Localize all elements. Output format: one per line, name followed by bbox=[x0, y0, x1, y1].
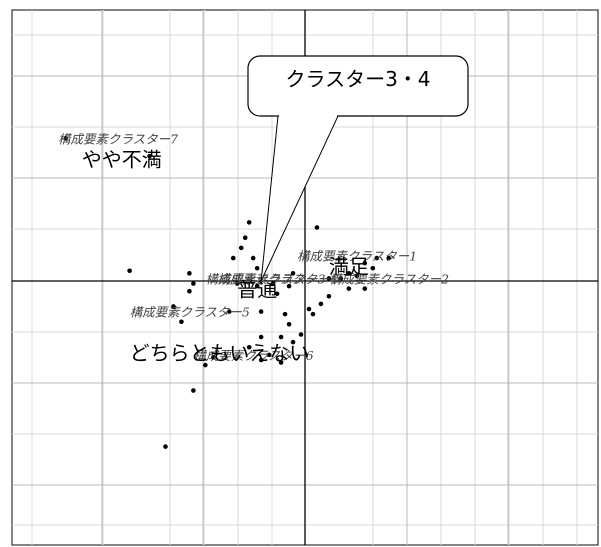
data-point bbox=[314, 225, 320, 230]
region-label: 満足 bbox=[329, 254, 369, 278]
data-point bbox=[274, 291, 280, 297]
callout-bubble: クラスター3・4 bbox=[247, 55, 469, 282]
data-point bbox=[286, 322, 292, 327]
data-point bbox=[290, 271, 296, 276]
data-point bbox=[234, 281, 240, 286]
data-point bbox=[362, 286, 368, 291]
data-point bbox=[191, 388, 196, 393]
data-point bbox=[258, 309, 264, 314]
data-point bbox=[163, 444, 168, 449]
data-point bbox=[127, 268, 132, 274]
data-point bbox=[346, 286, 352, 291]
data-point bbox=[230, 255, 236, 261]
data-point bbox=[286, 283, 292, 289]
data-point bbox=[238, 245, 244, 251]
region-label: どちらともいえない bbox=[130, 341, 310, 365]
data-point bbox=[246, 220, 252, 225]
cluster-label: 構成要素クラスター7 bbox=[58, 131, 178, 146]
data-point bbox=[306, 306, 312, 312]
data-point bbox=[386, 255, 392, 261]
data-point bbox=[362, 260, 368, 266]
cluster-label: 構成要素クラスター5 bbox=[130, 305, 250, 320]
data-point bbox=[278, 334, 284, 340]
data-point bbox=[282, 311, 288, 317]
region-label: やや不満 bbox=[82, 147, 162, 171]
data-point bbox=[318, 301, 324, 307]
data-point bbox=[346, 271, 352, 276]
data-point bbox=[191, 281, 196, 286]
data-point bbox=[211, 355, 216, 360]
data-point bbox=[310, 311, 316, 317]
data-point bbox=[266, 352, 272, 358]
cluster-label: 構成要素クラスター3 bbox=[205, 272, 325, 287]
cluster-label: 構成要素クラスター2 bbox=[329, 272, 449, 287]
data-point bbox=[374, 255, 380, 261]
data-point bbox=[298, 332, 304, 337]
data-point bbox=[270, 281, 276, 286]
cluster-label: 構成要素クラスター4 bbox=[217, 272, 337, 287]
data-point bbox=[290, 339, 296, 345]
data-point bbox=[242, 235, 248, 240]
data-point bbox=[258, 334, 264, 340]
annotations: 構成要素クラスター7 構成要素クラスター1 構成要素クラスター2 構成要素クラスター3… bbox=[58, 131, 449, 365]
data-point bbox=[203, 362, 208, 368]
data-point bbox=[187, 271, 192, 276]
data-point bbox=[370, 265, 376, 271]
data-point bbox=[254, 283, 260, 289]
data-point bbox=[147, 153, 152, 159]
data-point bbox=[354, 273, 360, 279]
data-point bbox=[171, 304, 176, 309]
data-point bbox=[63, 136, 69, 141]
data-point bbox=[254, 265, 260, 271]
cluster-label: 構成要素クラスター6 bbox=[193, 348, 313, 363]
region-label: 普通 bbox=[237, 277, 277, 301]
cluster-label: 構成要素クラスター1 bbox=[297, 249, 417, 264]
data-point bbox=[326, 276, 332, 281]
data-point bbox=[226, 309, 232, 314]
data-point bbox=[326, 293, 332, 299]
data-point bbox=[179, 319, 184, 325]
data-point bbox=[246, 344, 252, 350]
callout-label: クラスター3・4 bbox=[285, 67, 430, 91]
data-point bbox=[258, 357, 264, 363]
callout-box bbox=[247, 55, 469, 117]
data-point bbox=[338, 276, 344, 281]
data-points bbox=[63, 136, 392, 449]
data-point bbox=[187, 288, 192, 294]
data-point bbox=[278, 360, 284, 365]
data-point bbox=[250, 255, 256, 261]
